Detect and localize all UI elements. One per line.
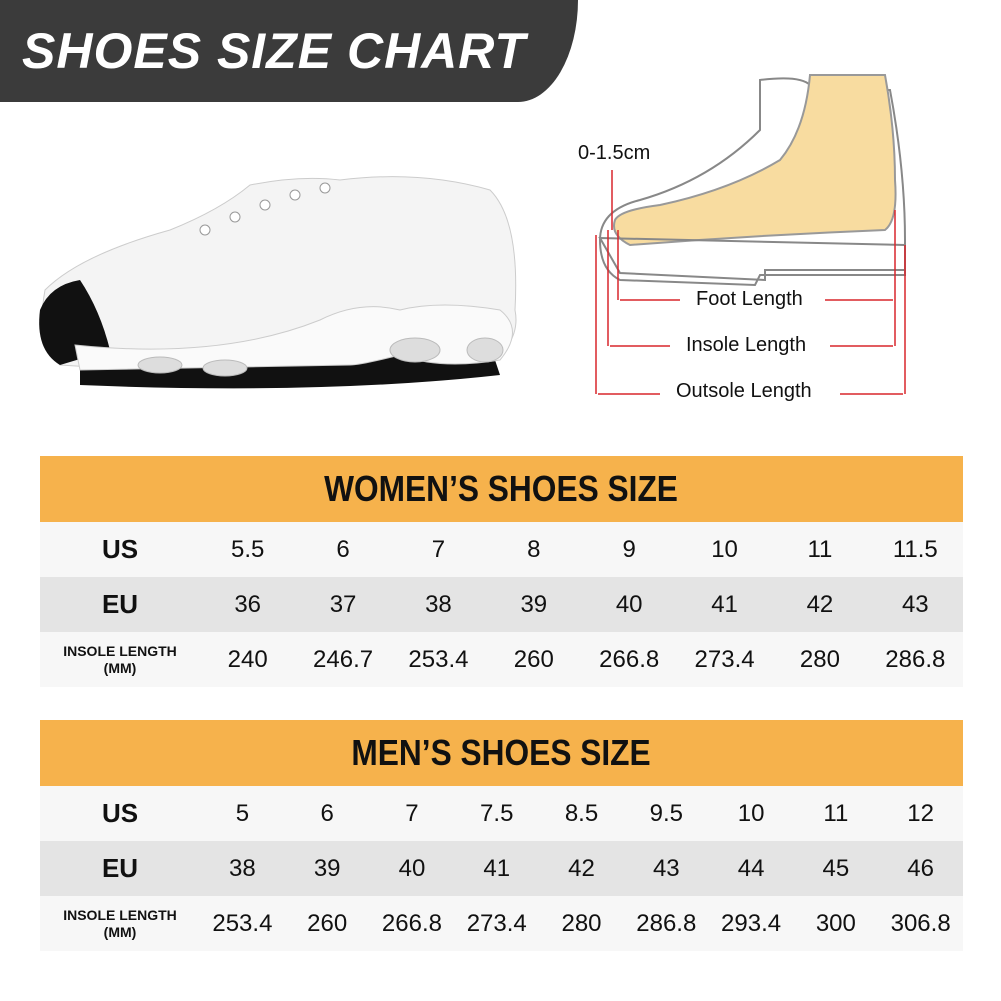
table-cell: 246.7 [313,645,374,673]
table-cell: 42 [806,590,834,618]
row-label-line: INSOLE LENGTH [63,642,177,659]
table-cell: 36 [234,590,262,618]
men-title-text: MEN’S SHOES SIZE [351,732,652,773]
foot-length-label: Foot Length [692,288,807,311]
row-label: EU [101,853,139,883]
table-row-eu: EU 36 37 38 39 40 41 42 43 [40,577,963,632]
table-cell: 8 [527,535,541,563]
women-table-title: WOMEN’S SHOES SIZE [40,456,963,522]
row-label: US [101,798,139,828]
page-title: SHOES SIZE CHART [22,23,527,79]
table-cell: 253.4 [408,645,469,673]
table-cell: 45 [822,854,850,882]
table-cell: 40 [398,854,426,882]
table-cell: 293.4 [721,909,782,937]
table-cell: 286.8 [885,645,946,673]
table-cell: 286.8 [636,909,697,937]
table-cell: 240 [227,645,268,673]
table-cell: 10 [737,799,765,827]
row-label-line: INSOLE LENGTH [63,906,177,923]
table-cell: 253.4 [212,909,273,937]
table-cell: 7 [431,535,446,563]
table-cell: 300 [815,909,856,937]
outsole-length-label: Outsole Length [672,380,816,403]
table-cell: 5 [235,799,250,827]
table-cell: 280 [799,645,840,673]
row-label: INSOLE LENGTH (MM) [40,907,200,941]
row-label: INSOLE LENGTH (MM) [40,643,200,677]
table-cell: 9 [622,535,636,563]
table-cell: 43 [901,590,929,618]
table-cell: 39 [520,590,548,618]
insole-length-label: Insole Length [682,334,811,357]
table-cell: 46 [907,854,934,882]
women-title-text: WOMEN’S SHOES SIZE [324,468,679,509]
table-cell: 260 [307,909,348,937]
table-cell: 43 [652,854,680,882]
table-cell: 266.8 [381,909,442,937]
table-cell: 9.5 [649,799,683,827]
row-label-unit: (MM) [103,659,137,676]
table-cell: 41 [711,590,738,618]
table-cell: 42 [568,854,595,882]
foot-measurement-diagram [595,74,906,395]
table-cell: 44 [737,854,765,882]
table-row-us: US 5 6 7 7.5 8.5 9.5 10 11 12 [40,786,963,841]
women-size-table: WOMEN’S SHOES SIZE US 5.5 6 7 8 9 10 11 11.5 EU… [40,456,963,687]
table-row-us: US 5.5 6 7 8 9 10 11 11.5 [40,522,963,577]
table-cell: 280 [561,909,602,937]
table-cell: 6 [336,535,350,563]
table-cell: 38 [229,854,256,882]
table-cell: 7.5 [480,799,514,827]
table-cell: 39 [313,854,341,882]
table-cell: 12 [907,799,934,827]
table-cell: 10 [711,535,738,563]
table-cell: 38 [425,590,452,618]
table-cell: 306.8 [890,909,951,937]
row-label-unit: (MM) [103,923,137,940]
men-table-title: MEN’S SHOES SIZE [40,720,963,786]
table-cell: 273.4 [694,645,755,673]
table-cell: 8.5 [564,799,599,827]
table-cell: 5.5 [231,535,265,563]
table-row-insole: INSOLE LENGTH (MM) 253.4 260 266.8 273.4 280 2… [40,896,963,951]
row-label: EU [101,589,139,619]
table-cell: 11 [823,799,849,827]
table-row-eu: EU 38 39 40 41 42 43 44 45 46 [40,841,963,896]
table-cell: 40 [615,590,643,618]
table-cell: 11 [807,535,833,563]
table-cell: 260 [513,645,554,673]
table-cell: 41 [483,854,511,882]
table-cell: 37 [329,590,357,618]
table-cell: 266.8 [599,645,660,673]
table-cell: 11.5 [892,535,938,563]
table-cell: 273.4 [466,909,527,937]
title-banner: SHOES SIZE CHART [0,0,578,102]
sneaker-image [39,176,517,389]
men-size-table: MEN’S SHOES SIZE US 5 6 7 7.5 8.5 9.5 10 11 12 E… [40,720,963,951]
row-label: US [101,534,139,564]
table-row-insole: INSOLE LENGTH (MM) 240 246.7 253.4 260 266.8 2… [40,632,963,687]
toe-gap-label: 0-1.5cm [574,142,655,165]
table-cell: 6 [320,799,334,827]
table-cell: 7 [405,799,419,827]
